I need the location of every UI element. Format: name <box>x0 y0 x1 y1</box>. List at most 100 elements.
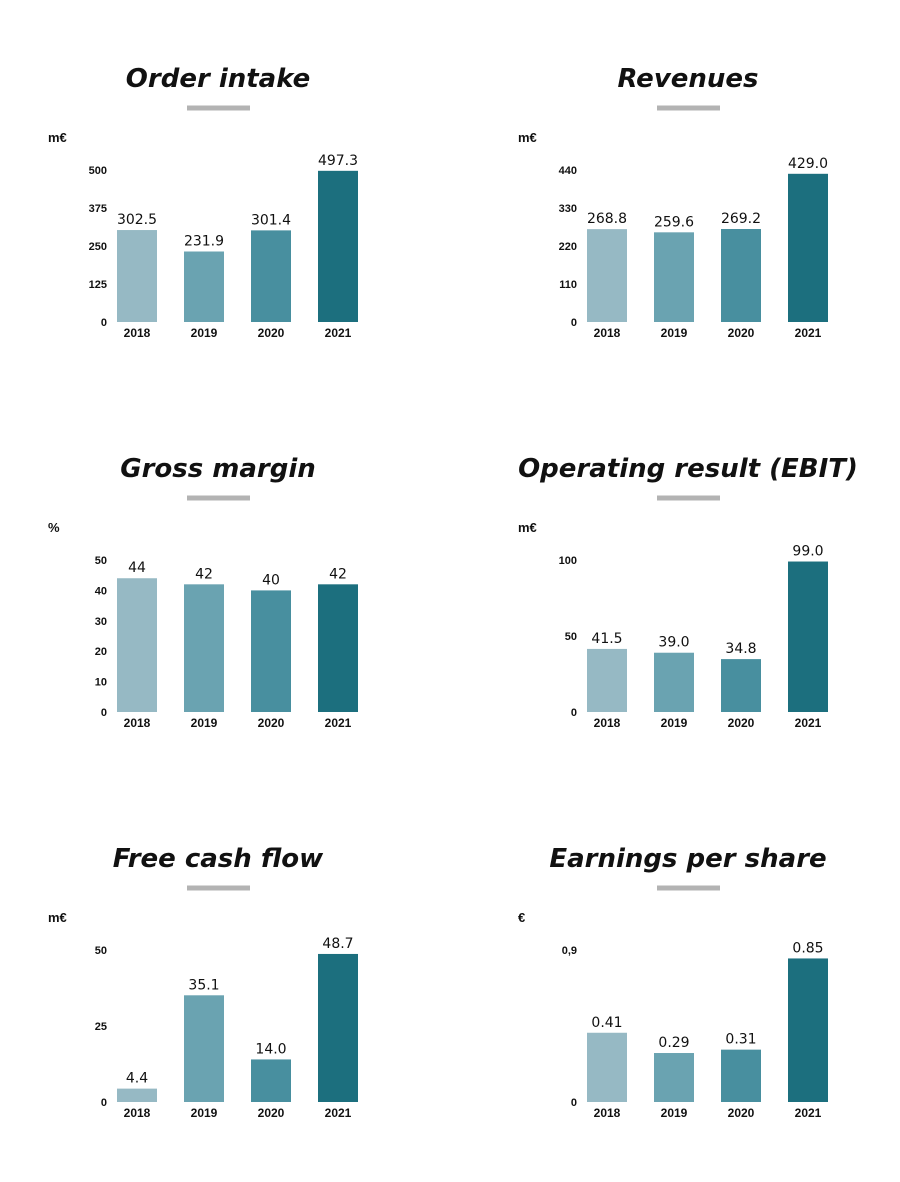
data-label: 42 <box>329 566 347 582</box>
bar-2019 <box>184 584 224 712</box>
y-tick-label: 500 <box>89 165 107 177</box>
data-label: 40 <box>262 572 280 588</box>
data-label: 14.0 <box>255 1041 286 1057</box>
data-label: 231.9 <box>184 234 224 250</box>
y-tick-label: 0 <box>101 1097 107 1109</box>
chart-order-intake: Order intake m€ 0 125 250 375 500 302.5 2018 231.… <box>48 64 358 340</box>
y-tick-label: 0 <box>101 707 107 719</box>
chart-title: Gross margin <box>120 454 316 484</box>
y-tick-label: 50 <box>95 555 107 567</box>
chart-operating-result-ebit: Operating result (EBIT) m€ 0 50 100 41.5 2018 3… <box>518 454 858 730</box>
chart-free-cash-flow: Free cash flow m€ 0 25 50 4.4 2018 35.1 2019 14.0… <box>48 844 358 1120</box>
bar-2019 <box>184 251 224 322</box>
category-label: 2018 <box>124 1106 151 1120</box>
bar-2019 <box>654 1053 694 1102</box>
y-tick-label: 10 <box>95 677 107 689</box>
y-tick-label: 30 <box>95 616 107 628</box>
bar-2020 <box>251 590 291 712</box>
data-label: 302.5 <box>117 212 157 228</box>
y-tick-label: 0 <box>571 707 577 719</box>
bar-2020 <box>721 659 761 712</box>
y-tick-label: 0 <box>101 317 107 329</box>
data-label: 0.85 <box>792 940 823 956</box>
bar-2018 <box>117 230 157 322</box>
y-tick-label: 330 <box>559 203 577 215</box>
chart-title: Revenues <box>617 64 758 94</box>
bar-2019 <box>654 232 694 322</box>
bar-2021 <box>318 953 358 1102</box>
data-label: 42 <box>195 566 213 582</box>
bar-2018 <box>117 578 157 712</box>
category-label: 2019 <box>661 326 688 340</box>
bar-2021 <box>318 584 358 712</box>
category-label: 2021 <box>795 326 822 340</box>
bar-2021 <box>788 958 828 1102</box>
y-tick-label: 375 <box>89 203 107 215</box>
data-label: 301.4 <box>251 212 291 228</box>
y-tick-label: 20 <box>95 646 107 658</box>
bar-2020 <box>721 1049 761 1102</box>
bar-2020 <box>251 230 291 322</box>
bar-2020 <box>251 1059 291 1102</box>
unit-label: m€ <box>518 130 537 145</box>
category-label: 2019 <box>661 1106 688 1120</box>
bar-2018 <box>587 648 627 712</box>
category-label: 2019 <box>191 326 218 340</box>
category-label: 2020 <box>258 1106 285 1120</box>
bar-2019 <box>654 652 694 712</box>
y-tick-label: 0 <box>571 1097 577 1109</box>
y-tick-label: 50 <box>565 631 577 643</box>
y-tick-label: 40 <box>95 585 107 597</box>
category-label: 2021 <box>325 1106 352 1120</box>
unit-label: m€ <box>48 910 67 925</box>
chart-revenues: Revenues m€ 0 110 220 330 440 268.8 2018 259.6 201… <box>518 64 828 340</box>
data-label: 429.0 <box>788 156 828 172</box>
bar-2019 <box>184 995 224 1102</box>
bar-2021 <box>788 561 828 712</box>
unit-label: m€ <box>48 130 67 145</box>
unit-label: € <box>518 910 525 925</box>
category-label: 2018 <box>124 326 151 340</box>
data-label: 34.8 <box>725 641 756 657</box>
category-label: 2021 <box>325 326 352 340</box>
chart-title: Earnings per share <box>549 844 826 874</box>
chart-earnings-per-share: Earnings per share €0 0,9 0.41 2018 0.29 2019 0… <box>518 844 828 1120</box>
chart-gross-margin: Gross margin% 0 10 20 30 40 50 44 2018 42 2019 40 20… <box>48 454 358 730</box>
category-label: 2020 <box>728 716 755 730</box>
category-label: 2019 <box>661 716 688 730</box>
y-tick-label: 110 <box>559 279 577 291</box>
data-label: 99.0 <box>792 544 823 560</box>
y-tick-label: 50 <box>95 945 107 957</box>
category-label: 2021 <box>795 1106 822 1120</box>
y-tick-label: 0 <box>571 317 577 329</box>
category-label: 2019 <box>191 716 218 730</box>
data-label: 0.29 <box>658 1035 689 1051</box>
data-label: 269.2 <box>721 211 761 227</box>
bar-2020 <box>721 229 761 322</box>
category-label: 2020 <box>258 326 285 340</box>
data-label: 268.8 <box>587 211 627 227</box>
category-label: 2020 <box>258 716 285 730</box>
category-label: 2020 <box>728 326 755 340</box>
category-label: 2019 <box>191 1106 218 1120</box>
bar-2018 <box>587 1032 627 1102</box>
y-tick-label: 25 <box>95 1021 107 1033</box>
category-label: 2021 <box>325 716 352 730</box>
data-label: 4.4 <box>126 1071 148 1087</box>
bar-2018 <box>587 229 627 322</box>
chart-title: Operating result (EBIT) <box>518 454 858 484</box>
data-label: 41.5 <box>591 631 622 647</box>
category-label: 2018 <box>124 716 151 730</box>
data-label: 0.31 <box>725 1032 756 1048</box>
data-label: 35.1 <box>188 977 219 993</box>
y-tick-label: 250 <box>89 241 107 253</box>
category-label: 2021 <box>795 716 822 730</box>
chart-title: Order intake <box>126 64 310 94</box>
chart-title: Free cash flow <box>113 844 324 874</box>
category-label: 2018 <box>594 1106 621 1120</box>
bar-2021 <box>788 173 828 322</box>
data-label: 39.0 <box>658 635 689 651</box>
y-tick-label: 0,9 <box>562 945 577 957</box>
y-tick-label: 440 <box>559 165 577 177</box>
